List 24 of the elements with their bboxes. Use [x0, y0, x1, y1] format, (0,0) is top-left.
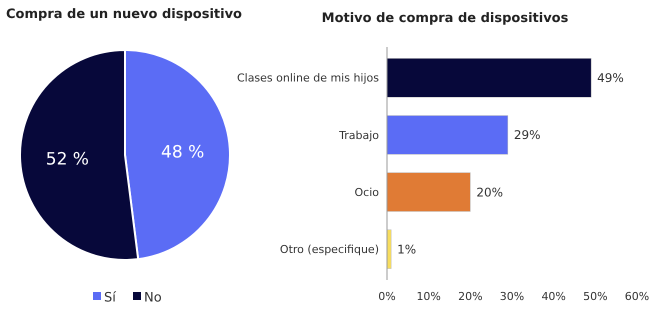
y-tick-label: Clases online de mis hijos — [236, 72, 380, 85]
y-tick-label: Otro (especifique) — [280, 243, 379, 256]
data-label: 48 % — [161, 142, 204, 162]
data-label: 52 % — [46, 150, 89, 170]
bar — [386, 115, 508, 155]
x-tick-label: 60% — [624, 290, 650, 303]
x-tick-label: 0% — [378, 290, 396, 303]
data-label: 1% — [397, 242, 416, 256]
data-label: 20% — [476, 185, 504, 200]
bar — [386, 172, 471, 212]
x-tick-label: 20% — [458, 290, 483, 303]
legend-label: Sí — [104, 290, 116, 306]
chart-title: Motivo de compra de dispositivos — [322, 11, 569, 26]
chart-title: Compra de un nuevo dispositivo — [6, 7, 242, 22]
y-tick-label: Trabajo — [338, 128, 380, 142]
legend-label: No — [144, 290, 162, 306]
data-label: 49% — [597, 71, 624, 86]
x-tick-label: 30% — [500, 290, 524, 303]
x-tick-label: 10% — [416, 290, 441, 303]
y-tick-label: Ocio — [354, 186, 380, 199]
x-tick-label: 40% — [541, 290, 566, 303]
data-label: 29% — [514, 128, 541, 142]
x-tick-label: 50% — [583, 290, 608, 303]
bar — [386, 58, 592, 98]
